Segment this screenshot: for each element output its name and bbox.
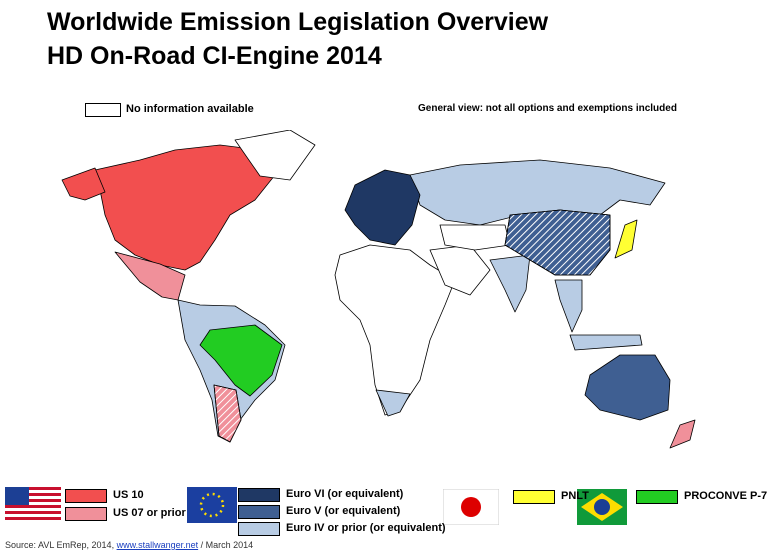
region bbox=[439, 224, 511, 251]
region bbox=[334, 244, 456, 416]
legend-label: Euro V (or equivalent) bbox=[286, 505, 401, 517]
title-line: HD On-Road CI-Engine 2014 bbox=[47, 42, 382, 70]
source-link[interactable]: www.stallwanger.net bbox=[116, 540, 199, 550]
legend-swatch bbox=[238, 488, 280, 502]
region bbox=[669, 419, 696, 449]
note: General view: not all options and exempt… bbox=[418, 103, 677, 114]
region bbox=[344, 169, 421, 246]
legend-swatch bbox=[65, 507, 107, 521]
japan-flag bbox=[443, 489, 499, 525]
region bbox=[375, 389, 411, 417]
region bbox=[554, 279, 583, 333]
region bbox=[199, 324, 283, 397]
region bbox=[409, 159, 666, 226]
legend-swatch bbox=[636, 490, 678, 504]
region bbox=[94, 144, 276, 271]
legend-label: US 07 or prior bbox=[113, 507, 186, 519]
world-map bbox=[61, 130, 696, 449]
region bbox=[614, 219, 638, 259]
region bbox=[61, 167, 106, 201]
legend-label: Euro VI (or equivalent) bbox=[286, 488, 404, 500]
source-date: / March 2014 bbox=[198, 540, 254, 550]
legend-label: Euro IV or prior (or equivalent) bbox=[286, 522, 446, 534]
region-hatch bbox=[213, 384, 242, 443]
region bbox=[584, 354, 671, 421]
legend-label: PROCONVE P-7 bbox=[684, 490, 768, 502]
source: Source: AVL EmRep, 2014, www.stallwanger… bbox=[5, 540, 253, 550]
region bbox=[234, 130, 316, 181]
no-info-swatch bbox=[85, 103, 121, 117]
us-flag bbox=[5, 487, 61, 523]
region bbox=[489, 254, 531, 313]
source-text: Source: AVL EmRep, 2014, bbox=[5, 540, 117, 550]
legend-swatch bbox=[65, 489, 107, 503]
eu-flag bbox=[187, 487, 237, 523]
legend-swatch bbox=[238, 522, 280, 536]
legend-label: US 10 bbox=[113, 489, 144, 501]
legend-label: PNLT bbox=[561, 490, 589, 502]
region-hatch bbox=[504, 209, 611, 276]
legend-swatch bbox=[513, 490, 555, 504]
title-line: Worldwide Emission Legislation Overview bbox=[47, 8, 549, 36]
no-info-label: No information available bbox=[126, 103, 254, 115]
region bbox=[569, 334, 643, 351]
brazil-flag bbox=[577, 489, 627, 525]
legend-swatch bbox=[238, 505, 280, 519]
